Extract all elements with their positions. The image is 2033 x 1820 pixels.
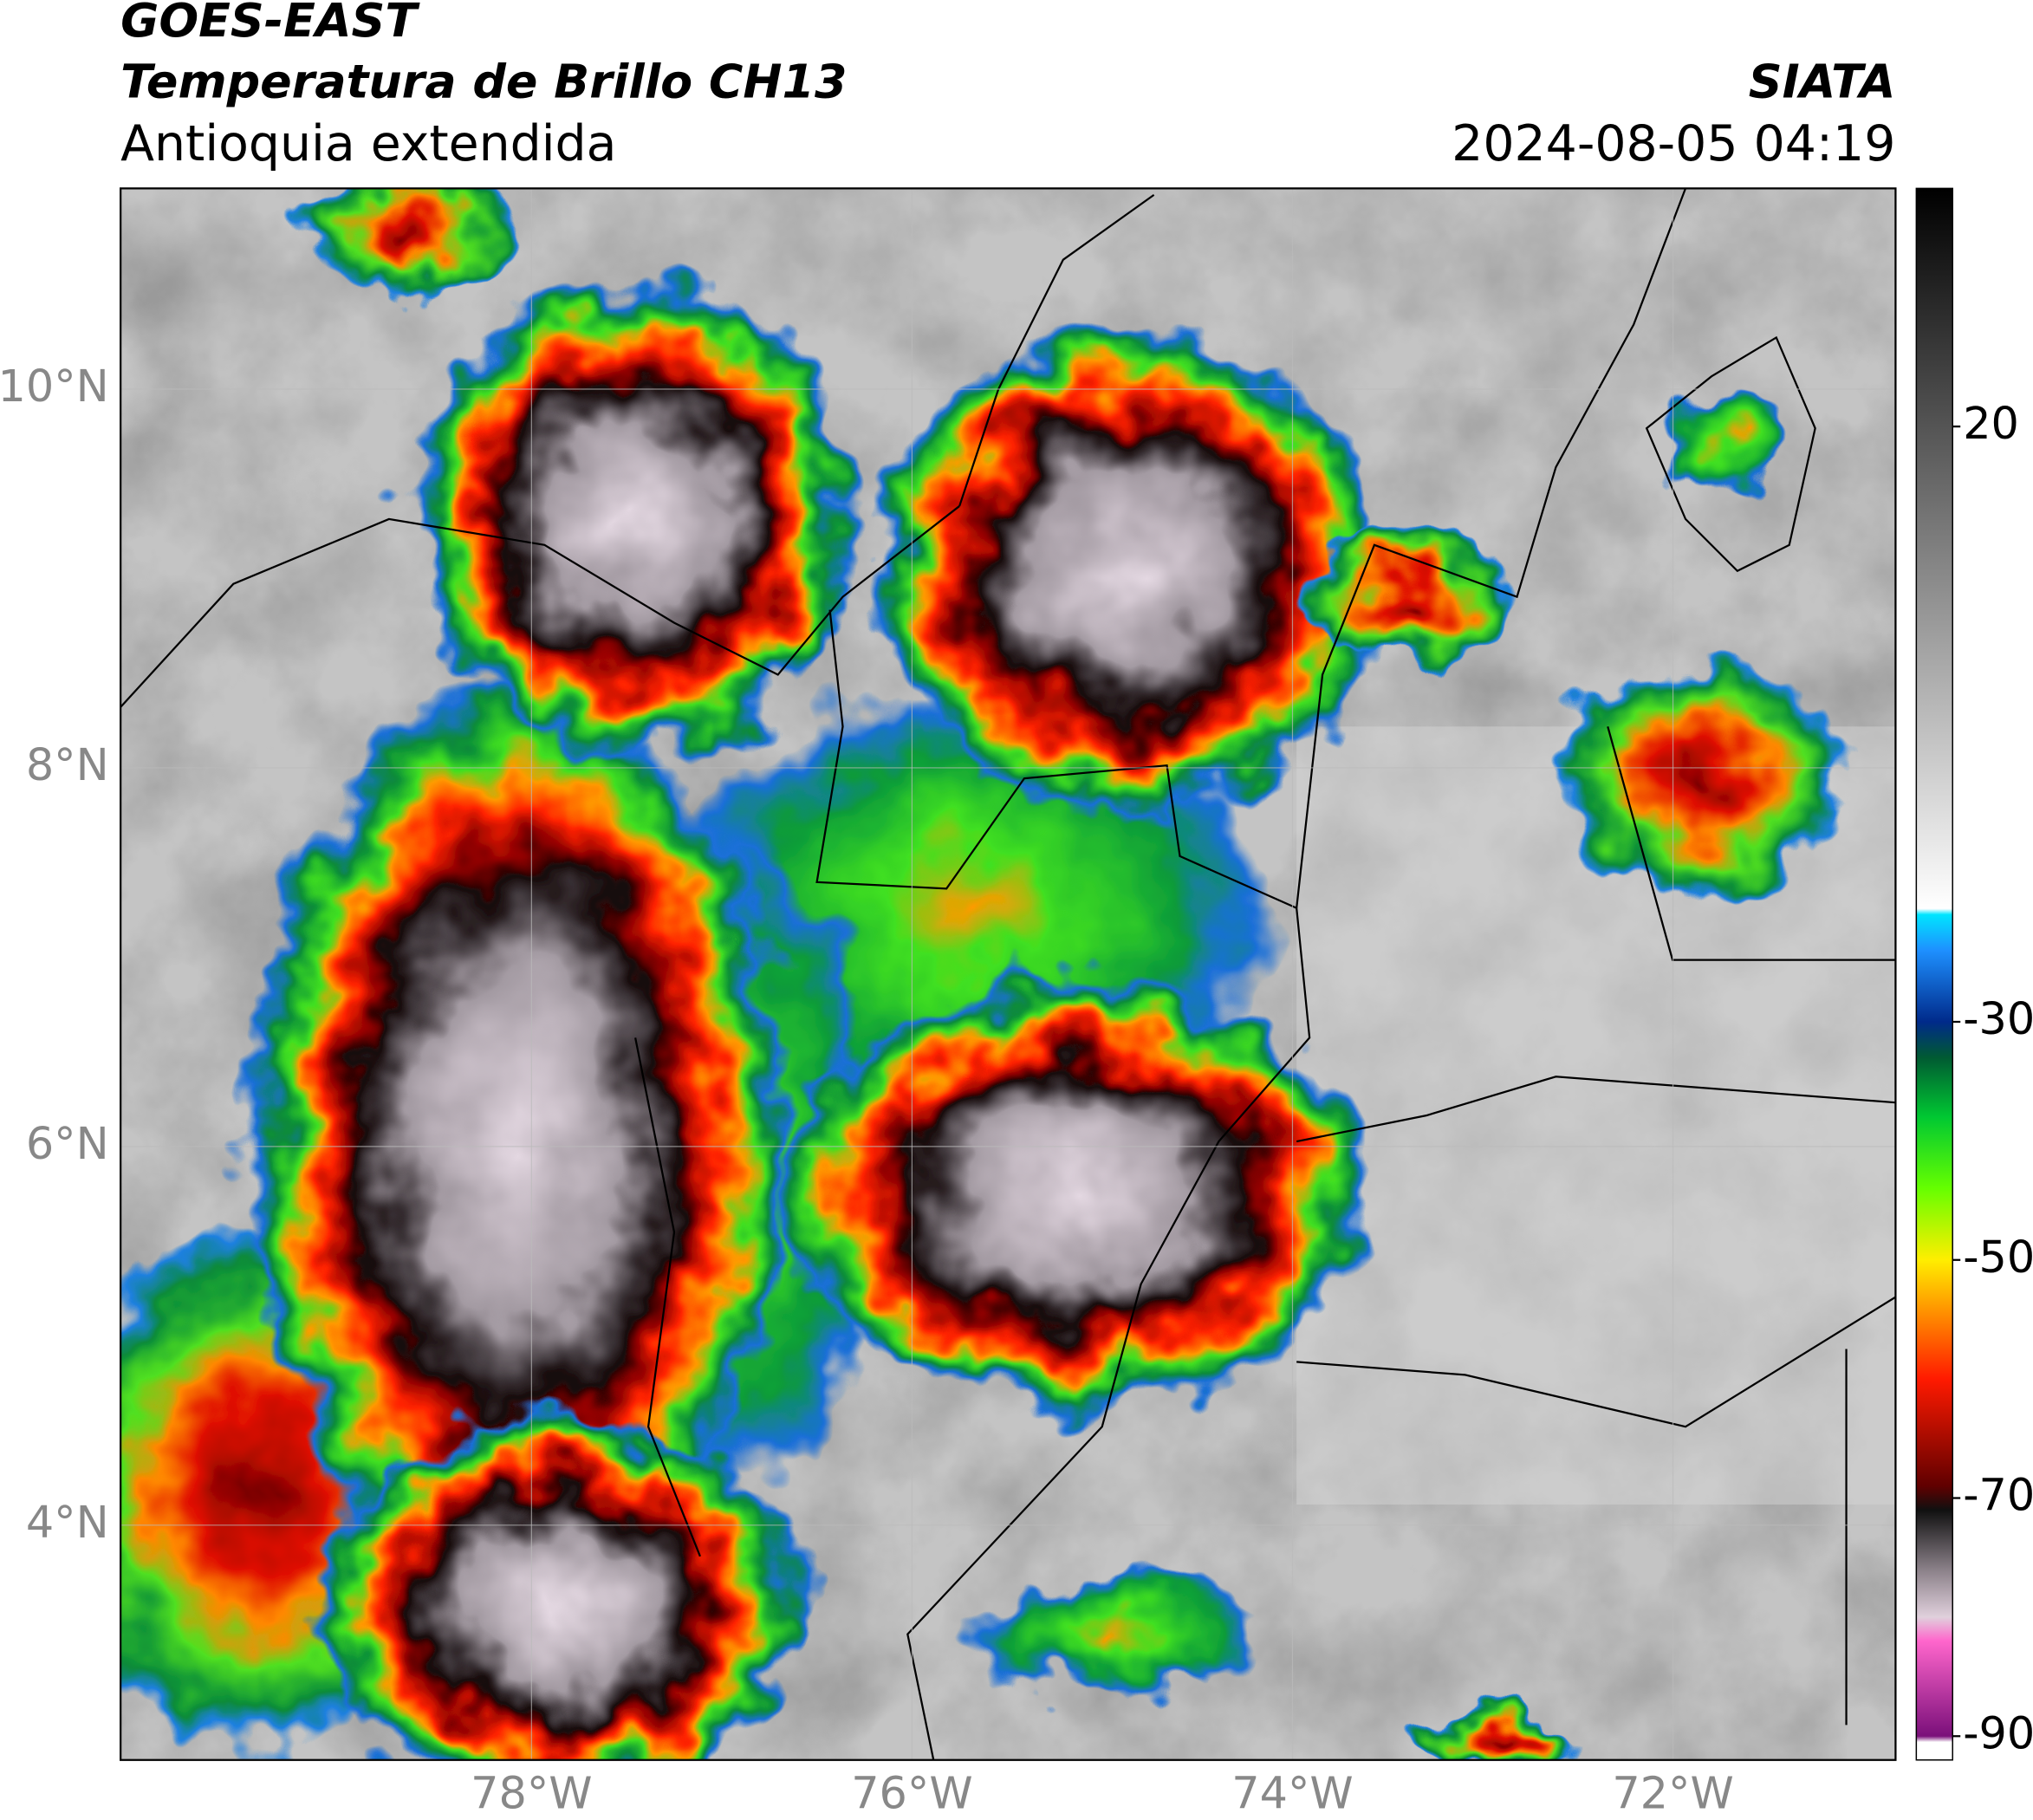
map-frame (120, 187, 1897, 1761)
colorbar-tick-label: 20 (1963, 398, 2019, 449)
map-image (120, 188, 1896, 1760)
x-tick-label: 72°W (1612, 1768, 1733, 1819)
x-tick-label: 74°W (1231, 1768, 1353, 1819)
x-tick-label: 78°W (471, 1768, 592, 1819)
y-tick-label: 8°N (26, 739, 109, 790)
graticule (120, 188, 1896, 1760)
colorbar (1915, 187, 1953, 1761)
subtitle: Temperatura de Brillo CH13 (120, 54, 847, 108)
source: SIATA (1749, 54, 1896, 108)
colorbar-tick-label: -30 (1963, 993, 2033, 1044)
y-tick-label: 4°N (26, 1497, 109, 1548)
region: Antioquia extendida (120, 115, 616, 172)
colorbar-ticks: -90 -70 -50 -30 20 (1952, 398, 2033, 1758)
colorbar-tick-label: -50 (1963, 1232, 2033, 1283)
timestamp: 2024-08-05 04:19 (1452, 115, 1895, 172)
colorbar-tick-label: -70 (1963, 1470, 2033, 1521)
colorbar-tick-label: -90 (1963, 1707, 2033, 1758)
x-tick-label: 76°W (851, 1768, 972, 1819)
y-tick-label: 6°N (26, 1118, 109, 1169)
title: GOES-EAST (120, 0, 420, 48)
map-ticks: 78°W 76°W 74°W 72°W 4°N 6°N 8°N 10°N (0, 361, 1734, 1819)
y-tick-label: 10°N (0, 361, 109, 412)
